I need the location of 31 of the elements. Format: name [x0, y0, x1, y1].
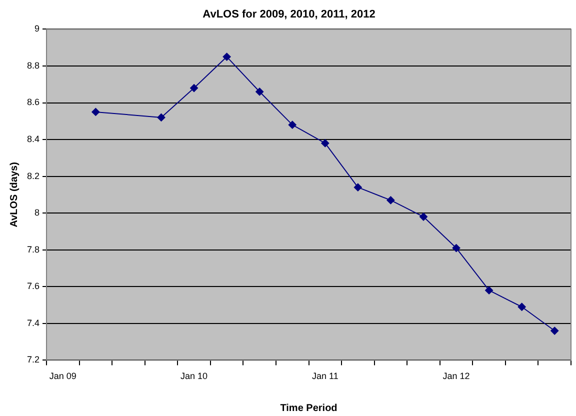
x-tick-label: Jan 11: [312, 371, 338, 382]
y-tick-label: 7.4: [26, 318, 40, 328]
x-tick-label: Jan 09: [49, 371, 76, 382]
point: [419, 212, 428, 221]
y-axis-title: AvLOS (days): [8, 162, 20, 228]
x-tick-label: Jan 10: [180, 371, 208, 382]
point: [92, 108, 100, 116]
point: [321, 139, 330, 148]
point: [452, 244, 460, 252]
point: [354, 183, 362, 192]
y-tick-label: 8.4: [26, 134, 40, 144]
y-tick-label: 9: [34, 24, 40, 34]
y-tick-label: 7.6: [26, 281, 40, 292]
point: [485, 286, 494, 294]
y-tick-label: 7.2: [26, 354, 40, 365]
y-tick-label: 8.2: [26, 170, 40, 181]
y-tick-label: 8.8: [26, 60, 40, 70]
point: [190, 84, 198, 92]
point: [157, 113, 166, 122]
chart-title: AvLOS for 2009, 2010, 2011, 2012: [202, 8, 376, 21]
point: [256, 88, 264, 96]
y-tick-label: 8.6: [26, 97, 40, 108]
point: [518, 302, 526, 311]
y-tick-label: 8: [34, 208, 40, 218]
x-tick-label: Jan 12: [442, 371, 470, 382]
point: [386, 196, 395, 204]
point: [288, 120, 296, 129]
y-tick-label: 7.8: [26, 244, 40, 254]
point: [550, 326, 559, 335]
point: [222, 52, 231, 61]
x-axis-title: Time Period: [280, 402, 338, 414]
